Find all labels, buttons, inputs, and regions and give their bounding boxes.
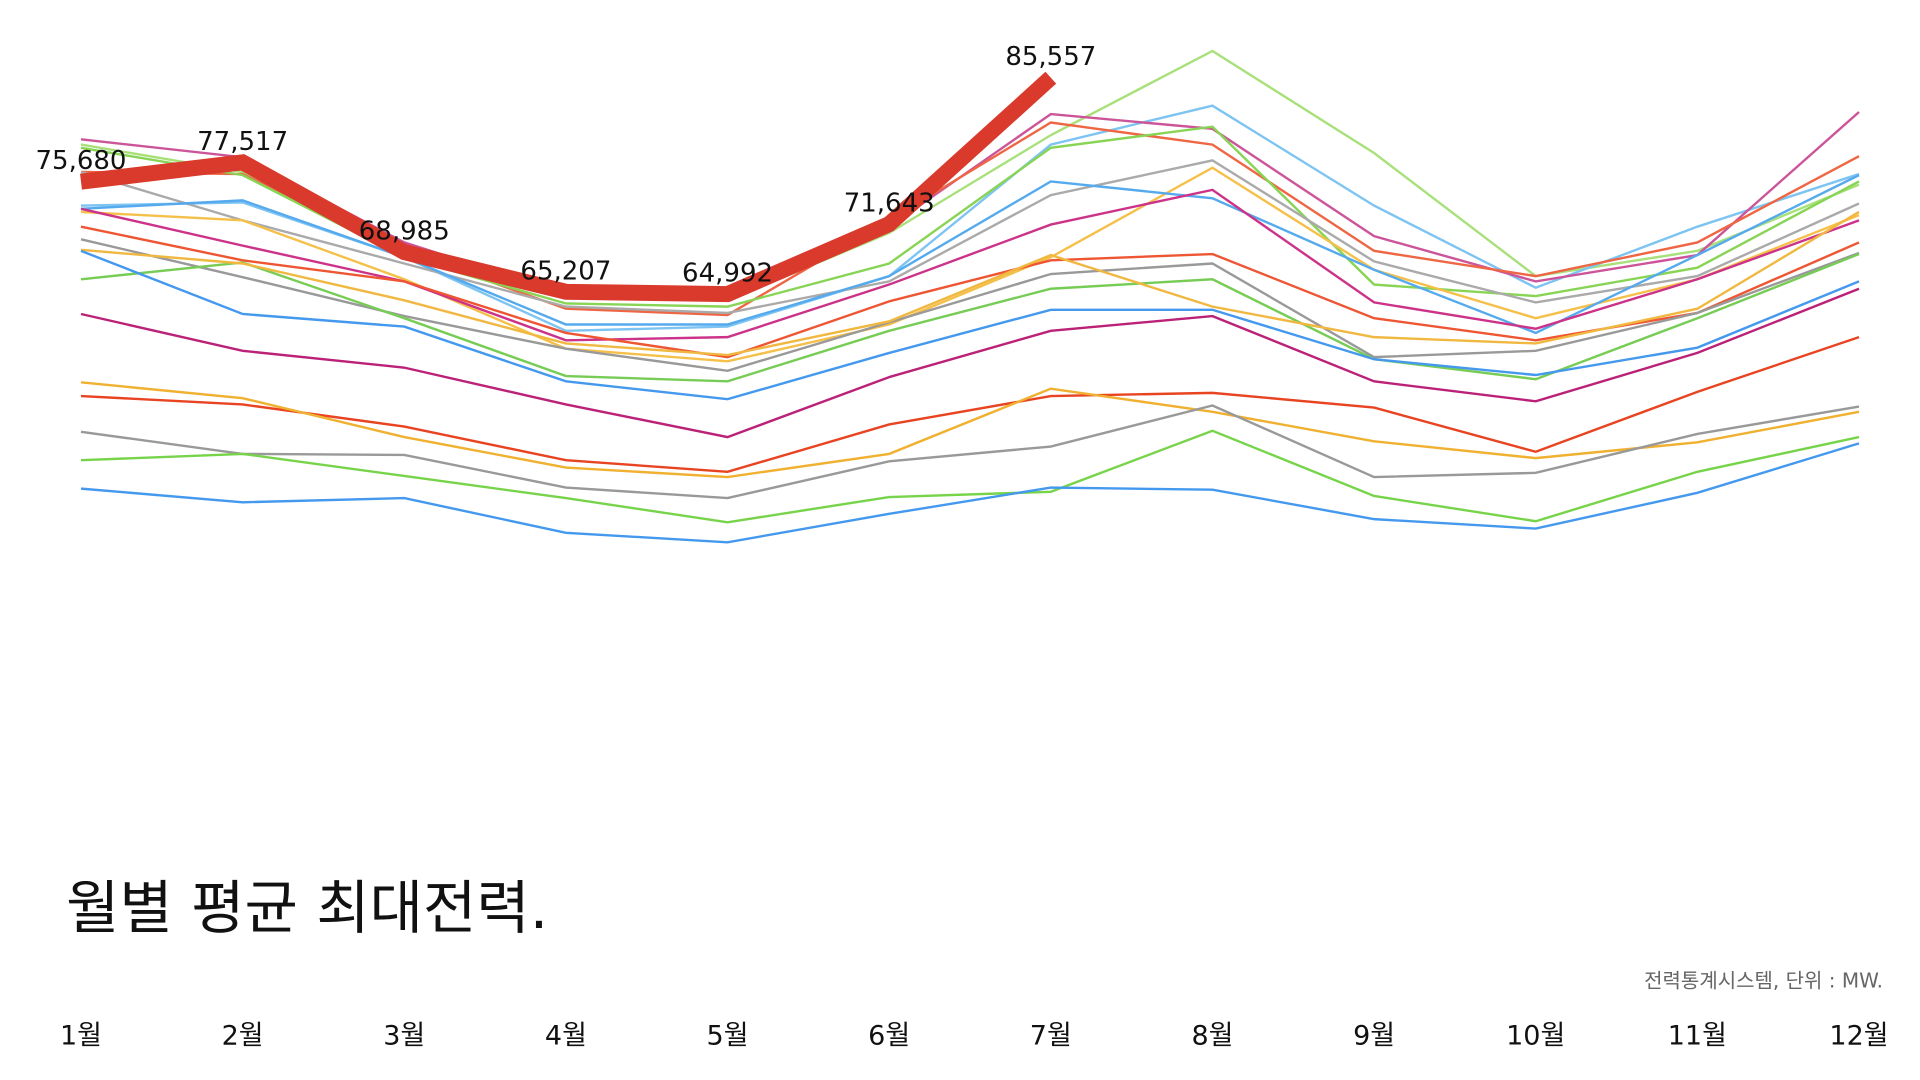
series-line bbox=[80, 442, 1860, 544]
highlight-line bbox=[80, 71, 1057, 303]
source-note: 전력통계시스템, 단위 : MW. bbox=[1644, 969, 1883, 993]
series-line bbox=[80, 188, 1860, 342]
x-tick-label: 10월 bbox=[1506, 1021, 1565, 1052]
series-line bbox=[80, 166, 1860, 363]
series-line bbox=[80, 381, 1860, 479]
x-tick-label: 3월 bbox=[383, 1021, 425, 1052]
x-tick-label: 2월 bbox=[222, 1021, 264, 1052]
series-line bbox=[80, 429, 1860, 524]
data-label: 75,680 bbox=[36, 146, 127, 176]
x-tick-label: 6월 bbox=[868, 1021, 910, 1052]
x-tick-label: 7월 bbox=[1030, 1021, 1072, 1052]
data-label: 64,992 bbox=[682, 259, 773, 289]
series-line bbox=[80, 225, 1860, 359]
data-label: 85,557 bbox=[1005, 42, 1096, 72]
series-line bbox=[80, 49, 1860, 302]
data-label: 65,207 bbox=[520, 256, 611, 286]
series-line bbox=[80, 335, 1860, 474]
series-line bbox=[80, 252, 1860, 383]
x-tick-label: 5월 bbox=[707, 1021, 749, 1052]
chart-title: 월별 평균 최대전력. bbox=[66, 874, 548, 942]
series-line bbox=[80, 249, 1860, 401]
x-tick-label: 1월 bbox=[60, 1021, 102, 1052]
x-tick-label: 8월 bbox=[1191, 1021, 1233, 1052]
x-tick-label: 4월 bbox=[545, 1021, 587, 1052]
data-label: 77,517 bbox=[197, 127, 288, 157]
series-line bbox=[80, 287, 1860, 439]
x-tick-label: 12월 bbox=[1829, 1021, 1888, 1052]
series-line bbox=[80, 210, 1860, 357]
data-label: 68,985 bbox=[359, 217, 450, 247]
x-tick-label: 9월 bbox=[1353, 1021, 1395, 1052]
series-line bbox=[80, 159, 1860, 315]
series-line bbox=[80, 404, 1860, 500]
data-label: 71,643 bbox=[844, 189, 935, 219]
x-tick-label: 11월 bbox=[1668, 1021, 1727, 1052]
